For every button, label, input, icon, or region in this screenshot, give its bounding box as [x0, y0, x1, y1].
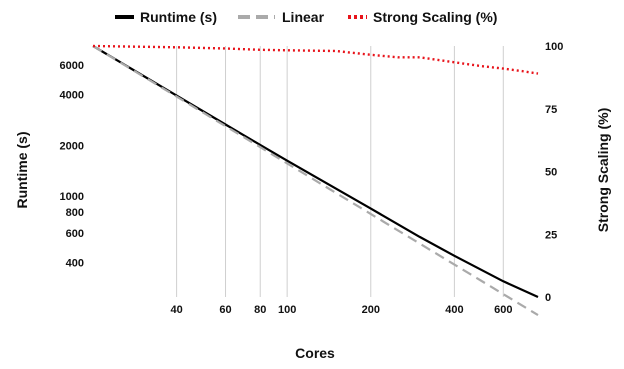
x-tick-label: 400: [445, 304, 463, 316]
x-tick-label: 60: [219, 304, 231, 316]
x-tick-label: 600: [494, 304, 512, 316]
legend-label-runtime: Runtime (s): [140, 9, 217, 25]
series-line-strong-scaling: [92, 44, 539, 75]
x-tick-label: 200: [362, 304, 380, 316]
y-left-tick-label: 400: [66, 258, 84, 270]
legend-label-strong-scaling: Strong Scaling (%): [373, 9, 497, 25]
legend-label-linear: Linear: [282, 9, 325, 25]
tick-labels: 40 60 80 100 200 400 6004006008001000200040006…: [60, 41, 564, 316]
y-left-tick-label: 2000: [60, 140, 84, 152]
y-left-tick-label: 600: [66, 228, 84, 240]
y-left-tick-label: 800: [66, 207, 84, 219]
legend: Runtime (s) Linear Strong Scaling (%): [115, 9, 497, 25]
y-right-tick-label: 0: [545, 292, 551, 304]
x-tick-label: 80: [254, 304, 266, 316]
series-line-runtime-s: [92, 45, 539, 299]
y-left-tick-label: 6000: [60, 60, 84, 72]
x-tick-label: 40: [170, 304, 182, 316]
y-right-tick-label: 75: [545, 104, 557, 116]
series-line-linear: [92, 45, 539, 317]
y-right-tick-label: 25: [545, 229, 557, 241]
grid: [176, 46, 504, 297]
x-axis-title: Cores: [295, 345, 335, 361]
y-axis-left-title: Runtime (s): [14, 132, 30, 209]
y-right-tick-label: 50: [545, 167, 557, 179]
y-axis-right-title: Strong Scaling (%): [595, 108, 611, 232]
y-left-tick-label: 4000: [60, 90, 84, 102]
y-left-tick-label: 1000: [60, 191, 84, 203]
series-layer: [92, 44, 539, 317]
y-right-tick-label: 100: [545, 41, 563, 53]
x-tick-label: 100: [278, 304, 296, 316]
